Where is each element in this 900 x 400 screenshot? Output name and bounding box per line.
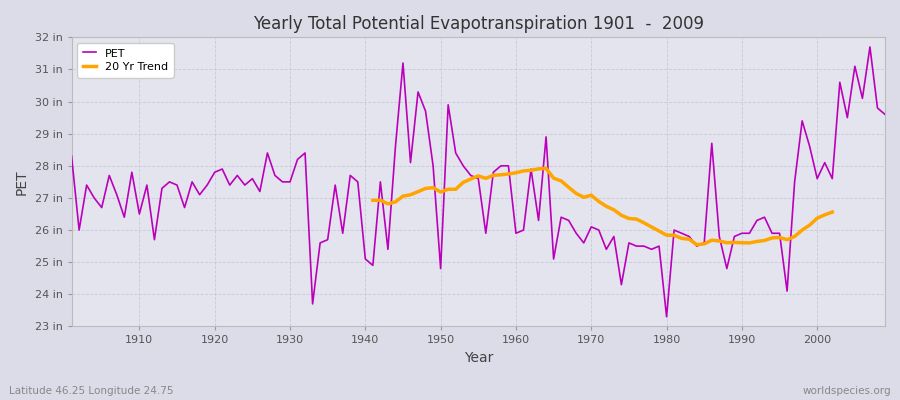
PET xyxy=(662,314,672,319)
20 Yr Trend xyxy=(827,210,838,214)
20 Yr Trend xyxy=(367,198,378,203)
Line: 20 Yr Trend: 20 Yr Trend xyxy=(373,168,832,245)
Text: worldspecies.org: worldspecies.org xyxy=(803,386,891,396)
Line: PET: PET xyxy=(72,47,885,317)
PET xyxy=(601,247,612,252)
20 Yr Trend xyxy=(601,204,612,209)
20 Yr Trend xyxy=(405,192,416,197)
PET xyxy=(126,170,137,175)
X-axis label: Year: Year xyxy=(464,351,493,365)
Y-axis label: PET: PET xyxy=(15,169,29,195)
PET xyxy=(503,164,514,168)
20 Yr Trend xyxy=(458,180,469,185)
20 Yr Trend xyxy=(653,229,664,234)
PET xyxy=(292,157,303,162)
Title: Yearly Total Potential Evapotranspiration 1901  -  2009: Yearly Total Potential Evapotranspiratio… xyxy=(253,15,704,33)
PET xyxy=(865,44,876,49)
PET xyxy=(510,231,521,236)
20 Yr Trend xyxy=(782,237,793,242)
20 Yr Trend xyxy=(541,166,552,171)
PET xyxy=(67,154,77,158)
PET xyxy=(338,231,348,236)
20 Yr Trend xyxy=(488,173,499,178)
Legend: PET, 20 Yr Trend: PET, 20 Yr Trend xyxy=(77,43,174,78)
PET xyxy=(879,112,890,117)
Text: Latitude 46.25 Longitude 24.75: Latitude 46.25 Longitude 24.75 xyxy=(9,386,174,396)
20 Yr Trend xyxy=(691,242,702,247)
